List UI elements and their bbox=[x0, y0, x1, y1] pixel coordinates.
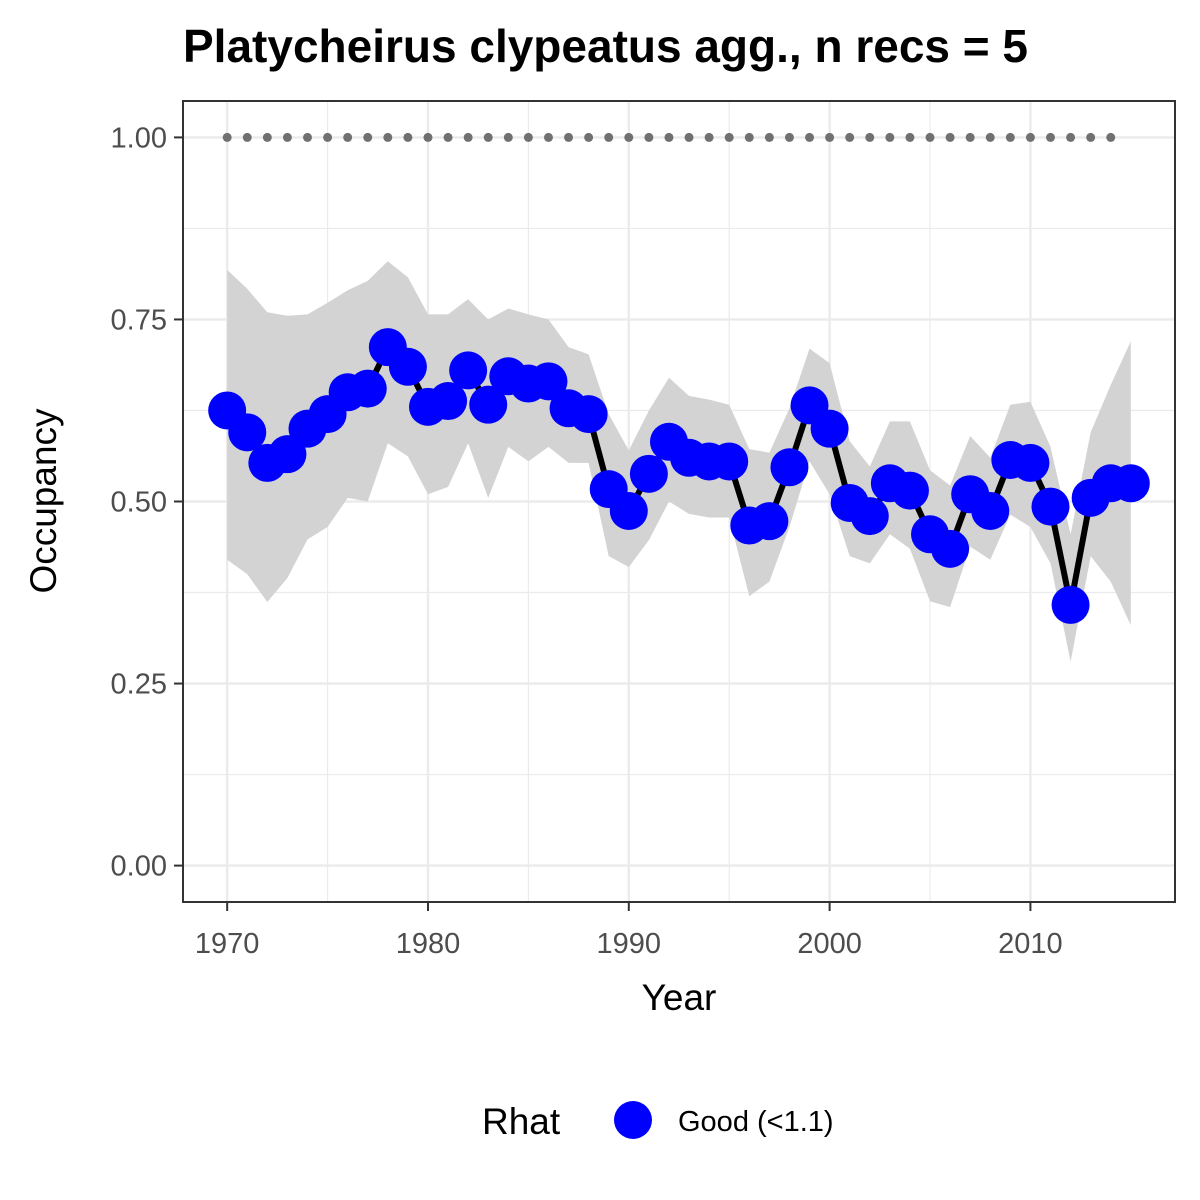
data-point bbox=[228, 413, 267, 452]
reference-dot bbox=[825, 132, 835, 142]
reference-dot bbox=[282, 132, 292, 142]
data-point bbox=[268, 435, 307, 474]
reference-dot bbox=[242, 132, 252, 142]
reference-dot bbox=[343, 132, 353, 142]
data-point bbox=[469, 385, 508, 424]
x-tick-label: 2000 bbox=[797, 928, 862, 960]
reference-dot bbox=[744, 132, 754, 142]
y-tick-label: 0.00 bbox=[111, 851, 167, 883]
legend: Rhat Good (<1.1) bbox=[482, 1101, 834, 1142]
data-point bbox=[1031, 487, 1070, 526]
reference-dot bbox=[985, 132, 995, 142]
reference-dot bbox=[1066, 132, 1076, 142]
occupancy-points bbox=[208, 328, 1150, 624]
reference-dot bbox=[764, 132, 774, 142]
reference-dot bbox=[503, 132, 513, 142]
legend-title: Rhat bbox=[482, 1101, 561, 1142]
reference-line-dotted bbox=[222, 132, 1116, 142]
reference-dot bbox=[1045, 132, 1055, 142]
reference-dot bbox=[423, 132, 433, 142]
data-point bbox=[569, 395, 608, 434]
reference-dot bbox=[724, 132, 734, 142]
reference-dot bbox=[704, 132, 714, 142]
legend-key-good bbox=[614, 1101, 652, 1139]
y-axis-title: Occupancy bbox=[23, 408, 64, 594]
data-point bbox=[609, 491, 648, 530]
reference-dot bbox=[584, 132, 594, 142]
x-axis-title: Year bbox=[642, 977, 717, 1018]
reference-dot bbox=[684, 132, 694, 142]
reference-dot bbox=[222, 132, 232, 142]
x-tick-label: 1970 bbox=[195, 928, 260, 960]
chart-title: Platycheirus clypeatus agg., n recs = 5 bbox=[183, 20, 1028, 72]
x-axis-ticks: 1970 1980 1990 2000 2010 bbox=[195, 902, 1063, 960]
data-point bbox=[1011, 443, 1050, 482]
reference-dot bbox=[383, 132, 393, 142]
data-point bbox=[890, 471, 929, 510]
data-point bbox=[429, 382, 468, 421]
data-point bbox=[1051, 585, 1090, 624]
reference-dot bbox=[965, 132, 975, 142]
data-point bbox=[810, 409, 849, 448]
x-tick-label: 2010 bbox=[998, 928, 1063, 960]
data-point bbox=[529, 362, 568, 401]
y-tick-label: 0.25 bbox=[111, 669, 167, 701]
reference-dot bbox=[624, 132, 634, 142]
y-tick-label: 0.50 bbox=[111, 487, 167, 519]
data-point bbox=[348, 369, 387, 408]
reference-dot bbox=[363, 132, 373, 142]
reference-dot bbox=[945, 132, 955, 142]
reference-dot bbox=[323, 132, 333, 142]
reference-dot bbox=[543, 132, 553, 142]
reference-dot bbox=[865, 132, 875, 142]
data-point bbox=[449, 351, 488, 390]
data-point bbox=[750, 502, 789, 541]
reference-dot bbox=[1005, 132, 1015, 142]
data-point bbox=[629, 454, 668, 493]
reference-dot bbox=[664, 132, 674, 142]
reference-dot bbox=[1106, 132, 1116, 142]
x-tick-label: 1990 bbox=[597, 928, 662, 960]
reference-dot bbox=[564, 132, 574, 142]
reference-dot bbox=[443, 132, 453, 142]
reference-dot bbox=[262, 132, 272, 142]
reference-dot bbox=[604, 132, 614, 142]
reference-dot bbox=[925, 132, 935, 142]
reference-dot bbox=[885, 132, 895, 142]
reference-dot bbox=[463, 132, 473, 142]
data-point bbox=[850, 497, 889, 536]
reference-dot bbox=[805, 132, 815, 142]
reference-dot bbox=[403, 132, 413, 142]
reference-dot bbox=[1025, 132, 1035, 142]
reference-dot bbox=[784, 132, 794, 142]
data-point bbox=[971, 491, 1010, 530]
reference-dot bbox=[483, 132, 493, 142]
data-point bbox=[770, 448, 809, 487]
data-point bbox=[1111, 464, 1150, 503]
reference-dot bbox=[1086, 132, 1096, 142]
reference-dot bbox=[905, 132, 915, 142]
data-point bbox=[710, 442, 749, 481]
reference-dot bbox=[303, 132, 313, 142]
reference-dot bbox=[644, 132, 654, 142]
legend-label-good: Good (<1.1) bbox=[678, 1106, 834, 1138]
y-tick-label: 0.75 bbox=[111, 304, 167, 336]
y-tick-label: 1.00 bbox=[111, 122, 167, 154]
reference-dot bbox=[523, 132, 533, 142]
y-axis-ticks: 0.00 0.25 0.50 0.75 1.00 bbox=[111, 122, 183, 883]
x-tick-label: 1980 bbox=[396, 928, 461, 960]
reference-dot bbox=[845, 132, 855, 142]
data-point bbox=[388, 347, 427, 386]
data-point bbox=[931, 529, 970, 568]
